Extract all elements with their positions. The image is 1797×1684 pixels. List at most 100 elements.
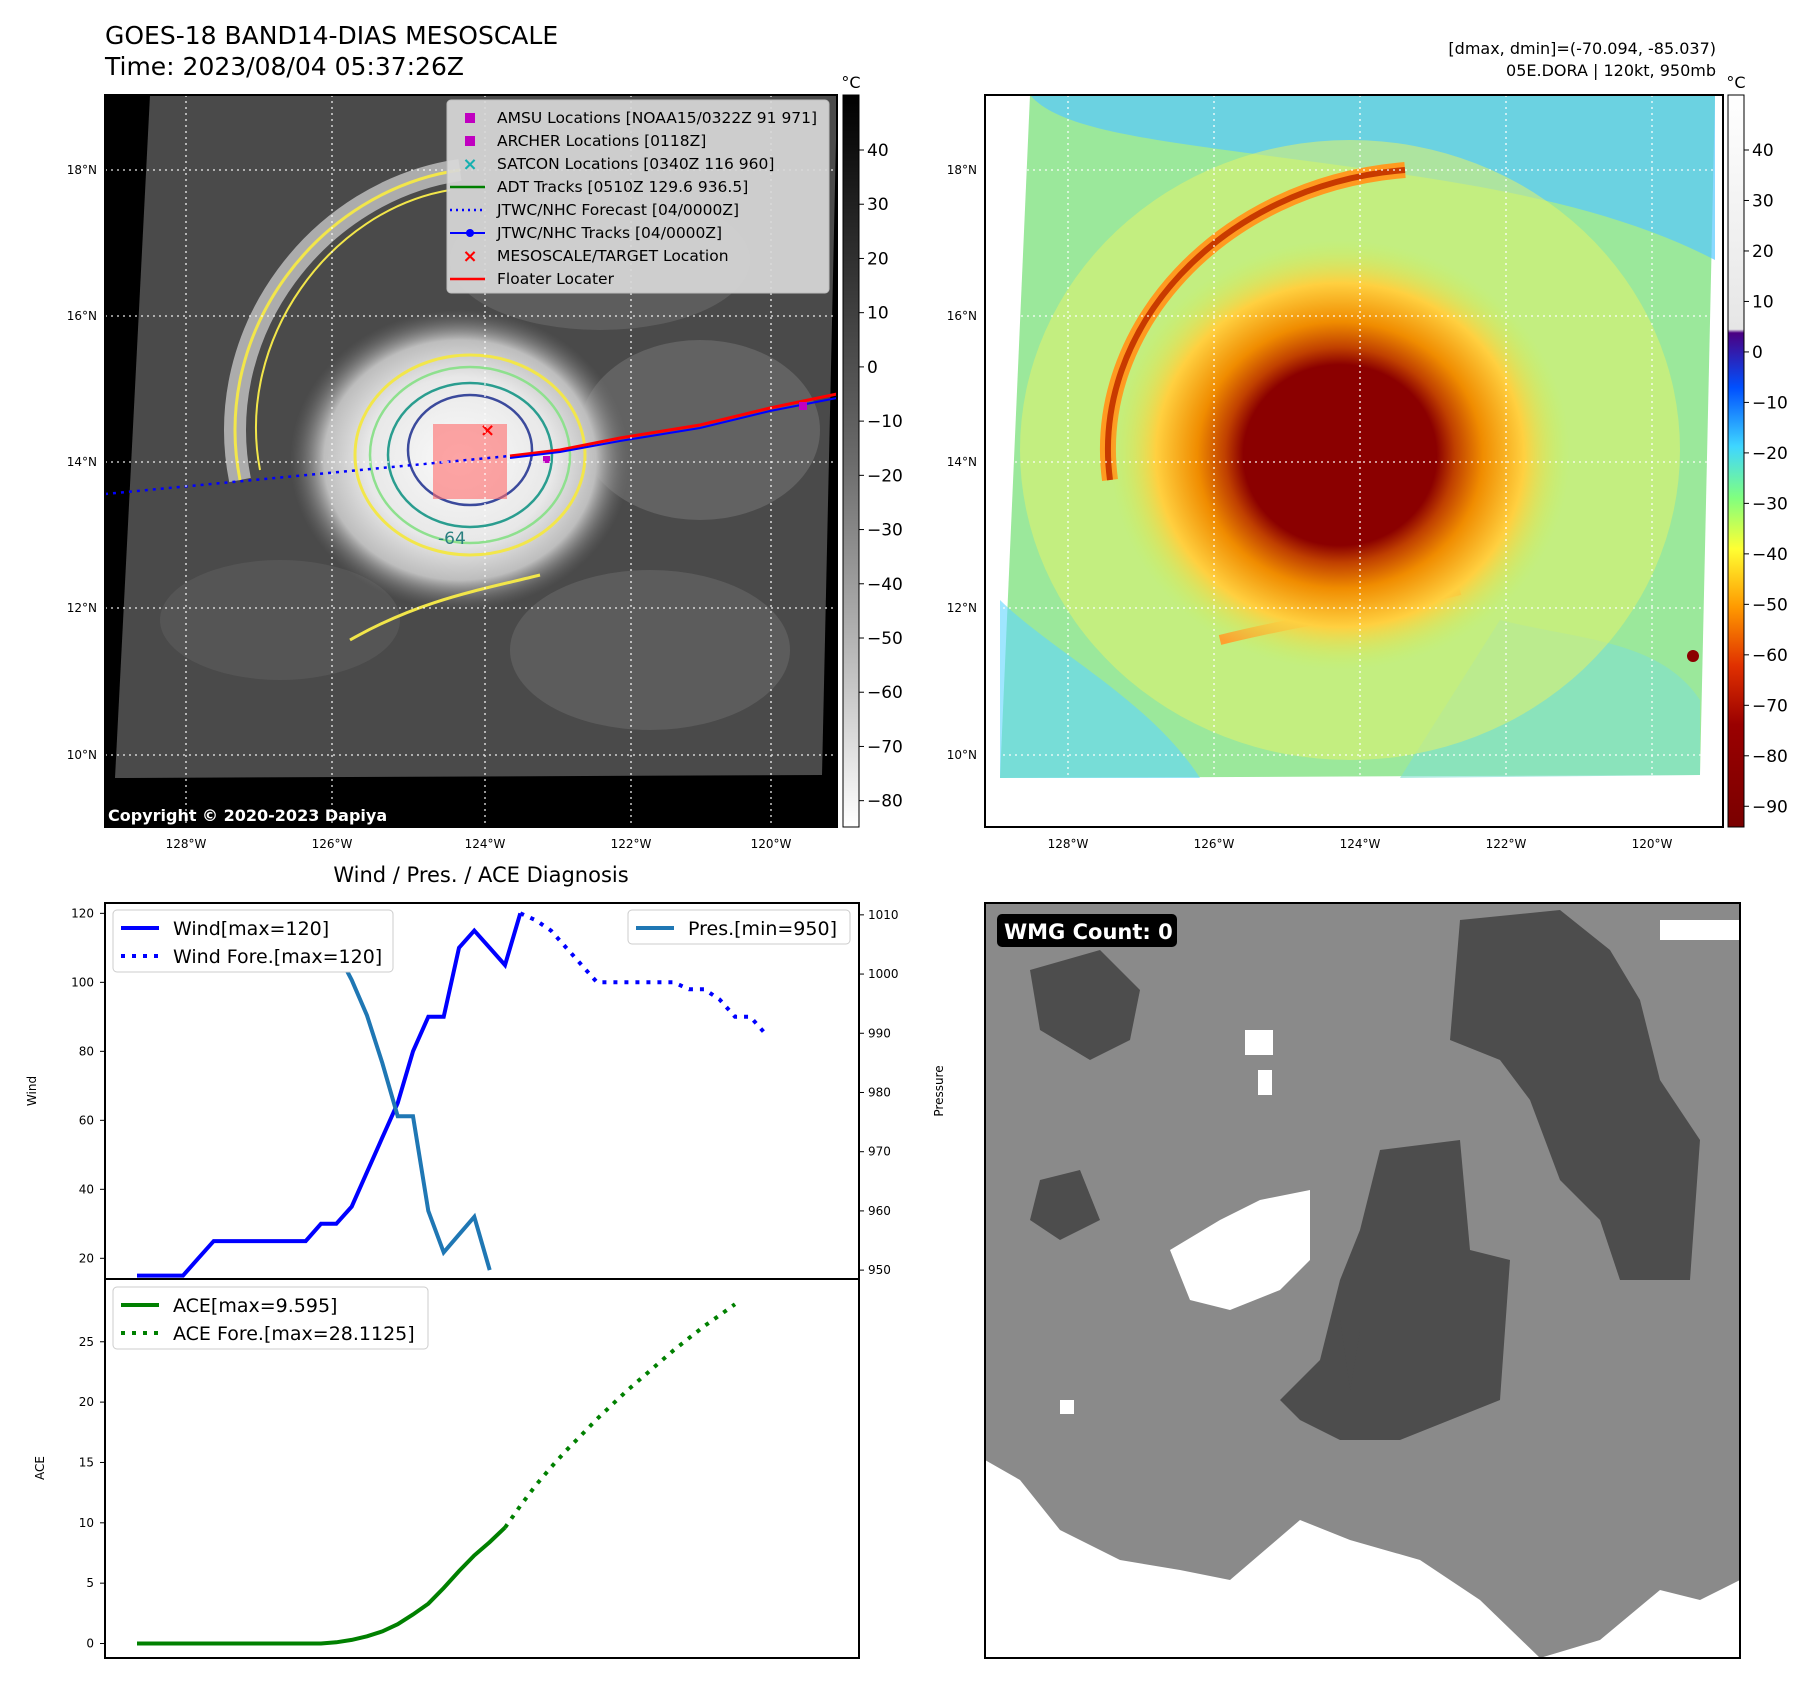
ir-map-panel: -64 × Copyright © 2020-2023 Dapiya [104, 94, 838, 828]
chart-legend: Wind[max=120] Wind Fore.[max=120] [112, 909, 394, 973]
colorbar-tick-label: −40 [1752, 545, 1788, 565]
colorbar-tick-label: −30 [867, 521, 903, 541]
figure-time: Time: 2023/08/04 05:37:26Z [104, 52, 464, 81]
lon-label: 120°W [1632, 837, 1673, 851]
enhanced-colorbar: °C 40 30 20 10 0 −10 −20 −30 −40 −50 −60 −70 −80 −90 [1726, 73, 1788, 828]
y-tick-label: 80 [79, 1044, 94, 1058]
lon-label: 124°W [465, 837, 506, 851]
colorbar-tick-label: 0 [867, 358, 878, 378]
lat-label: 14°N [67, 455, 97, 469]
legend-entry: AMSU Locations [NOAA15/0322Z 91 971] [465, 109, 817, 127]
lat-label: 18°N [67, 163, 97, 177]
chart-legend: ACE[max=9.595] ACE Fore.[max=28.1125] [112, 1286, 429, 1350]
storm-label: 05E.DORA | 120kt, 950mb [1506, 61, 1716, 80]
legend-marker [465, 136, 475, 146]
colorbar-tick-label: −50 [867, 629, 903, 649]
colorbar-tick-label: 20 [867, 249, 889, 269]
colorbar-tick-label: −40 [867, 575, 903, 595]
colorbar-tick-label: −30 [1752, 494, 1788, 514]
enhanced-colorbar-unit: °C [1726, 73, 1745, 92]
y-tick-label: 100 [71, 975, 94, 989]
lon-label: 126°W [312, 837, 353, 851]
amsu-marker [799, 402, 807, 410]
y-tick-label: 0 [86, 1637, 94, 1651]
y2-tick-label: 970 [868, 1145, 891, 1159]
floater-track [509, 392, 837, 458]
legend-entry: × MESOSCALE/TARGET Location [462, 246, 728, 267]
lat-label: 12°N [947, 601, 977, 615]
lon-label: 126°W [1194, 837, 1235, 851]
enhanced-storm-core [1110, 240, 1570, 670]
ace-axis-label: ACE [33, 1456, 47, 1480]
legend-label: Floater Locater [497, 270, 615, 288]
legend-label: JTWC/NHC Tracks [04/0000Z] [496, 224, 722, 242]
ir-colorbar: °C 40 30 20 10 0 −10 −20 −30 −40 −50 −60 −70 −80 [841, 73, 903, 828]
series-line [137, 912, 523, 1278]
enhanced-map-panel [984, 94, 1724, 828]
ace-chart: 0 5 10 15 20 25 ACE[max=9.595] ACE Fore.[max=28… [33, 1278, 860, 1659]
legend-entry: JTWC/NHC Forecast [04/0000Z] [450, 201, 739, 219]
colorbar-tick-label: −80 [1752, 747, 1788, 767]
lat-label: 10°N [67, 748, 97, 762]
colorbar-tick-label: 10 [1752, 292, 1774, 312]
chart-legend: Pres.[min=950] [627, 909, 851, 945]
colorbar-tick-label: −20 [867, 466, 903, 486]
series-line [137, 1526, 507, 1646]
colorbar-tick-label: −60 [867, 683, 903, 703]
jtwc-track [509, 397, 837, 459]
colorbar-tick-label: 20 [1752, 242, 1774, 262]
y-tick-label: 15 [79, 1455, 94, 1469]
colorbar-tick-label: 30 [867, 195, 889, 215]
legend-label: Wind Fore.[max=120] [173, 946, 382, 968]
legend-entry: ADT Tracks [0510Z 129.6 936.5] [450, 178, 748, 196]
lon-label: 124°W [1340, 837, 1381, 851]
y2-tick-label: 1000 [868, 967, 899, 981]
legend-marker [465, 113, 475, 123]
legend-label: MESOSCALE/TARGET Location [497, 247, 729, 265]
legend-label: ADT Tracks [0510Z 129.6 936.5] [497, 178, 748, 196]
lon-label: 128°W [166, 837, 207, 851]
lat-label: 10°N [947, 748, 977, 762]
lat-label: 14°N [947, 455, 977, 469]
legend-label: SATCON Locations [0340Z 116 960] [497, 155, 774, 173]
contour-outer [353, 353, 587, 557]
colorbar-tick-label: −50 [1752, 595, 1788, 615]
legend-label: Pres.[min=950] [688, 918, 837, 940]
colorbar-tick-label: 40 [867, 141, 889, 161]
pressure-axis-label: Pressure [932, 1065, 946, 1116]
legend-label: Wind[max=120] [173, 918, 329, 940]
colorbar-tick-label: −80 [867, 792, 903, 812]
wmg-white-patch [1170, 1190, 1310, 1310]
contour-label: -64 [438, 529, 466, 549]
wind-pressure-chart: 20 40 60 80 100 120 950 960 970 980 990 1000 1010 Win… [25, 902, 946, 1280]
lon-label: 122°W [611, 837, 652, 851]
wmg-panel: WMG Count: 0 [984, 902, 1741, 1659]
colorbar-tick-label: −60 [1752, 646, 1788, 666]
colorbar-tick-label: −20 [1752, 444, 1788, 464]
legend-marker: × [462, 154, 477, 175]
lat-label: 16°N [947, 309, 977, 323]
legend-marker-dot [466, 229, 474, 237]
ir-colorbar-unit: °C [841, 73, 860, 92]
lon-label: 128°W [1048, 837, 1089, 851]
lon-label: 122°W [1486, 837, 1527, 851]
y-tick-label: 20 [79, 1395, 94, 1409]
legend-label: ACE Fore.[max=28.1125] [173, 1323, 415, 1345]
y2-tick-label: 950 [868, 1263, 891, 1277]
map-axis-labels: 18°N 18°N 16°N 16°N 14°N 14°N 12°N 12°N 10°N 10°N… [67, 163, 1673, 851]
dmax-dmin-label: [dmax, dmin]=(-70.094, -85.037) [1448, 39, 1716, 58]
colorbar-tick-label: −10 [867, 412, 903, 432]
lat-label: 18°N [947, 163, 977, 177]
colorbar-tick-label: −10 [1752, 393, 1788, 413]
wind-axis-label: Wind [25, 1076, 39, 1106]
legend-label: AMSU Locations [NOAA15/0322Z 91 971] [497, 109, 817, 127]
colorbar-tick-label: 10 [867, 304, 889, 324]
y-tick-label: 40 [79, 1182, 94, 1196]
y-tick-label: 20 [79, 1251, 94, 1265]
y-tick-label: 60 [79, 1113, 94, 1127]
enhanced-gridlines [985, 95, 1723, 827]
lat-label: 16°N [67, 309, 97, 323]
y2-tick-label: 1010 [868, 908, 899, 922]
colorbar-tick-label: 0 [1752, 343, 1763, 363]
